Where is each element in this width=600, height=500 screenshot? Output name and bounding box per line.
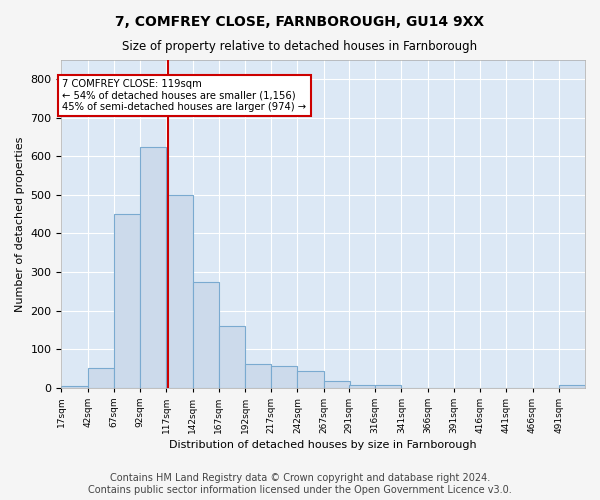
Bar	[298, 372, 324, 388]
Bar	[245, 364, 271, 388]
Bar	[219, 326, 245, 388]
Bar	[140, 146, 166, 388]
Text: Size of property relative to detached houses in Farnborough: Size of property relative to detached ho…	[122, 40, 478, 53]
Text: Contains HM Land Registry data © Crown copyright and database right 2024.
Contai: Contains HM Land Registry data © Crown c…	[88, 474, 512, 495]
Bar	[349, 384, 375, 388]
Bar	[61, 386, 88, 388]
Bar	[193, 282, 219, 388]
Text: 7, COMFREY CLOSE, FARNBOROUGH, GU14 9XX: 7, COMFREY CLOSE, FARNBOROUGH, GU14 9XX	[115, 15, 485, 29]
Bar	[114, 214, 140, 388]
Y-axis label: Number of detached properties: Number of detached properties	[15, 136, 25, 312]
X-axis label: Distribution of detached houses by size in Farnborough: Distribution of detached houses by size …	[169, 440, 477, 450]
Bar	[559, 385, 585, 388]
Bar	[271, 366, 298, 388]
Text: 7 COMFREY CLOSE: 119sqm
← 54% of detached houses are smaller (1,156)
45% of semi: 7 COMFREY CLOSE: 119sqm ← 54% of detache…	[62, 80, 307, 112]
Bar	[166, 195, 193, 388]
Bar	[375, 384, 401, 388]
Bar	[88, 368, 114, 388]
Bar	[324, 380, 350, 388]
